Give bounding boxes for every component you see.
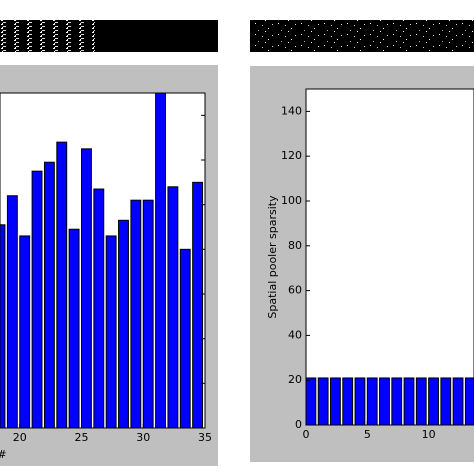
x-axis-label: #: [0, 448, 7, 461]
bar: [0, 224, 6, 429]
bar: [428, 377, 439, 426]
bar: [31, 170, 43, 429]
x-tick-label: 0: [303, 428, 310, 441]
x-tick-label: 10: [422, 428, 436, 441]
raster-image: [0, 20, 95, 52]
bar: [317, 377, 329, 426]
bar: [440, 377, 452, 426]
bar: [105, 235, 117, 429]
y-tick-label: 120: [281, 149, 302, 162]
y-tick-label: 140: [281, 104, 302, 117]
axes-frame: [305, 88, 474, 426]
x-tick-label: 30: [136, 431, 150, 444]
bar: [155, 92, 166, 429]
bar: [342, 377, 354, 426]
bar: [118, 219, 129, 429]
bar: [366, 377, 378, 426]
bar: [330, 377, 341, 426]
bar: [464, 377, 474, 426]
bar: [167, 186, 179, 429]
y-tick-label: 0: [295, 418, 302, 431]
x-tick-label: 20: [13, 431, 27, 444]
bar: [56, 141, 68, 429]
bar: [130, 199, 142, 429]
bar: [379, 377, 390, 426]
plot-area: [306, 89, 474, 425]
bar: [43, 161, 55, 429]
bar: [81, 148, 92, 429]
bar: [415, 377, 427, 426]
raster-image: [250, 20, 474, 52]
bar: [403, 377, 415, 426]
bar: [391, 377, 403, 426]
axes-frame: [0, 92, 206, 429]
y-tick-label: 40: [288, 328, 302, 341]
bar: [192, 181, 204, 429]
bar: [452, 377, 464, 426]
bar: [68, 228, 80, 429]
bar: [6, 195, 18, 429]
bar: [305, 377, 317, 426]
x-tick-label: 5: [364, 428, 371, 441]
y-tick-label: 100: [281, 194, 302, 207]
bar: [93, 188, 105, 429]
bar: [142, 199, 154, 429]
x-tick-label: 35: [198, 431, 212, 444]
y-axis-label: Spatial pooler sparsity: [266, 195, 279, 319]
bar: [19, 235, 31, 429]
x-tick-label: 25: [75, 431, 89, 444]
y-tick-label: 20: [288, 373, 302, 386]
bar: [354, 377, 366, 426]
raster-image: [95, 20, 218, 52]
bar: [179, 248, 191, 429]
y-tick-label: 60: [288, 284, 302, 297]
y-tick-label: 80: [288, 239, 302, 252]
